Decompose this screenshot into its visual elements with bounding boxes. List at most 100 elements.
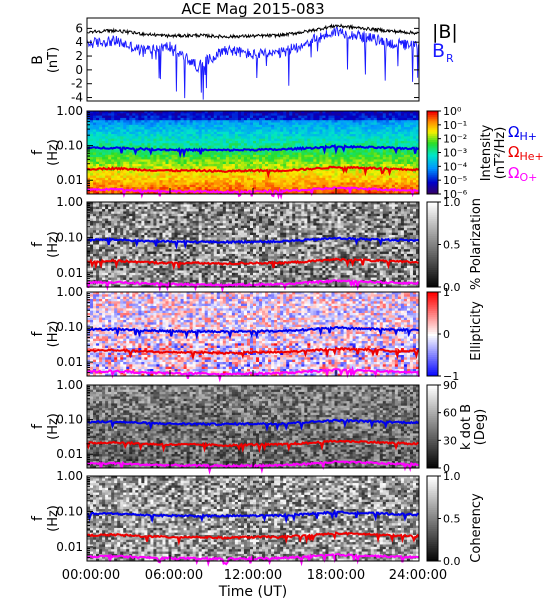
heatmap-cell	[105, 218, 109, 222]
heatmap-cell	[295, 134, 299, 137]
heatmap-cell	[340, 170, 344, 174]
heatmap-cell	[123, 127, 127, 130]
heatmap-cell	[340, 202, 344, 205]
heatmap-cell	[129, 124, 133, 128]
heatmap-cell	[174, 145, 178, 149]
heatmap-cell	[132, 154, 136, 158]
colorbar-cell	[427, 162, 438, 166]
heatmap-cell	[415, 166, 420, 170]
heatmap-cell	[138, 154, 142, 158]
heatmap-cell	[156, 138, 160, 142]
heatmap-cell	[105, 173, 109, 176]
heatmap-cell	[352, 213, 357, 217]
heatmap-cell	[168, 127, 172, 130]
y-tick-label: -4	[71, 91, 83, 105]
heatmap-cell	[174, 136, 178, 140]
heatmap-cell	[225, 134, 230, 137]
heatmap-cell	[171, 122, 175, 126]
heatmap-cell	[412, 211, 417, 215]
heatmap-cell	[337, 124, 341, 128]
heatmap-cell	[304, 218, 308, 222]
heatmap-cell	[186, 220, 191, 224]
heatmap-cell	[249, 161, 254, 165]
heatmap-cell	[180, 177, 184, 181]
heatmap-cell	[355, 143, 360, 146]
heatmap-cell	[394, 216, 399, 219]
heatmap-cell	[355, 157, 360, 160]
heatmap-cell	[316, 209, 320, 212]
heatmap-cell	[262, 152, 266, 156]
heatmap-cell	[322, 168, 326, 172]
colorbar-cell	[427, 142, 438, 145]
heatmap-cell	[379, 127, 384, 130]
heatmap-cell	[177, 168, 181, 172]
heatmap-cell	[400, 143, 405, 146]
heatmap-cell	[192, 161, 197, 165]
heatmap-cell	[105, 131, 109, 135]
heatmap-cell	[105, 124, 109, 128]
heatmap-cell	[391, 134, 396, 137]
heatmap-cell	[295, 175, 299, 179]
heatmap-cell	[391, 184, 396, 188]
heatmap-cell	[150, 213, 154, 217]
heatmap-cell	[337, 161, 341, 165]
heatmap-cell	[153, 154, 157, 158]
heatmap-cell	[286, 211, 290, 215]
heatmap-cell	[192, 150, 197, 153]
heatmap-cell	[132, 129, 136, 133]
heatmap-cell	[259, 177, 263, 181]
heatmap-cell	[216, 140, 221, 144]
heatmap-cell	[120, 177, 124, 181]
heatmap-cell	[114, 129, 118, 133]
heatmap-cell	[322, 206, 326, 210]
heatmap-cell	[201, 131, 206, 135]
heatmap-cell	[114, 154, 118, 158]
heatmap-cell	[144, 127, 148, 130]
heatmap-cell	[108, 134, 112, 137]
heatmap-cell	[222, 177, 227, 181]
heatmap-cell	[295, 218, 299, 222]
heatmap-cell	[228, 140, 233, 144]
heatmap-cell	[243, 134, 248, 137]
heatmap-cell	[165, 209, 169, 212]
heatmap-cell	[240, 170, 245, 174]
heatmap-cell	[331, 111, 335, 114]
heatmap-cell	[391, 218, 396, 222]
heatmap-cell	[334, 170, 338, 174]
plot-area	[87, 18, 419, 101]
heatmap-cell	[90, 191, 94, 195]
heatmap-cell	[231, 131, 236, 135]
heatmap-cell	[301, 204, 305, 208]
heatmap-cell	[319, 206, 323, 210]
heatmap-cell	[120, 206, 124, 210]
heatmap-cell	[171, 173, 175, 176]
heatmap-cell	[328, 113, 332, 117]
heatmap-cell	[367, 122, 372, 126]
heatmap-cell	[246, 175, 251, 179]
heatmap-cell	[168, 159, 172, 163]
heatmap-cell	[376, 134, 381, 137]
heatmap-cell	[391, 209, 396, 212]
heatmap-cell	[274, 164, 278, 167]
heatmap-cell	[213, 191, 218, 195]
heatmap-cell	[367, 154, 372, 158]
heatmap-cell	[343, 154, 347, 158]
heatmap-cell	[93, 189, 97, 193]
heatmap-cell	[120, 202, 124, 205]
heatmap-cell	[388, 129, 393, 133]
heatmap-cell	[349, 143, 353, 146]
heatmap-cell	[231, 150, 236, 153]
heatmap-cell	[382, 191, 387, 195]
heatmap-cell	[216, 115, 221, 119]
heatmap-cell	[328, 177, 332, 181]
heatmap-cell	[114, 134, 118, 137]
heatmap-cell	[343, 122, 347, 126]
heatmap-cell	[183, 202, 187, 205]
heatmap-cell	[246, 122, 251, 126]
heatmap-cell	[409, 161, 414, 165]
heatmap-cell	[87, 152, 91, 156]
heatmap-cell	[394, 161, 399, 165]
heatmap-cell	[147, 220, 151, 224]
heatmap-cell	[207, 213, 212, 217]
